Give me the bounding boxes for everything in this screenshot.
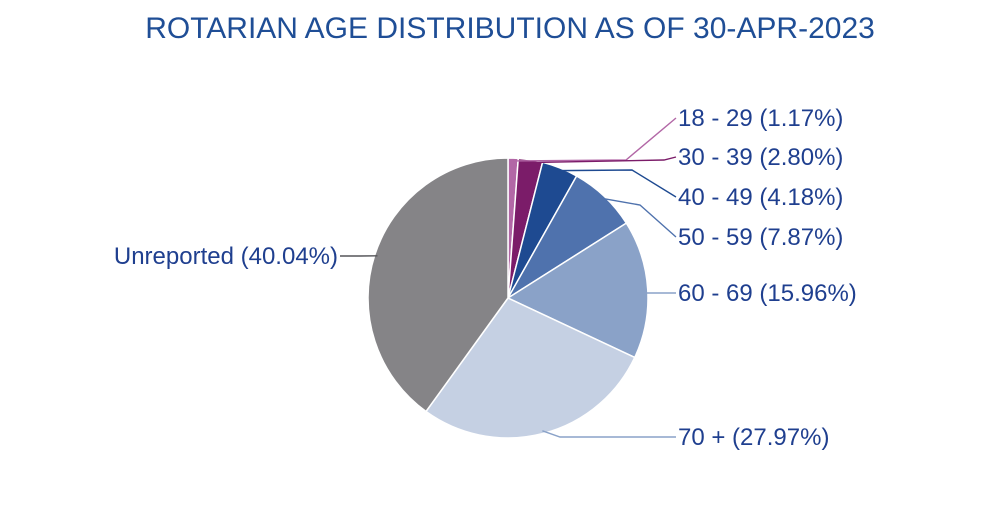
leader-line xyxy=(542,430,676,438)
slice-label: 60 - 69 (15.96%) xyxy=(678,280,857,307)
pie-slice xyxy=(506,222,649,359)
slice-label: Unreported (40.04%) xyxy=(114,243,338,270)
slice-label: 40 - 49 (4.18%) xyxy=(678,184,843,211)
slice-label: 30 - 39 (2.80%) xyxy=(678,144,843,171)
leader-line xyxy=(530,156,677,164)
leader-line xyxy=(602,197,677,238)
pie-slices xyxy=(367,157,649,439)
slice-labels: 18 - 29 (1.17%) 30 - 39 (2.80%) 40 - 49 (4… xyxy=(114,105,857,451)
slice-label: 70 + (27.97%) xyxy=(678,424,829,451)
leader-line xyxy=(558,169,677,198)
pie-slice xyxy=(367,157,509,413)
leader-line xyxy=(513,117,677,162)
slice-label: 18 - 29 (1.17%) xyxy=(678,105,843,132)
pie-slice xyxy=(424,297,636,439)
leader-line xyxy=(644,289,676,294)
chart-title: ROTARIAN AGE DISTRIBUTION AS OF 30-APR-2… xyxy=(145,12,875,45)
leader-lines xyxy=(340,117,677,438)
slice-label: 50 - 59 (7.87%) xyxy=(678,224,843,251)
